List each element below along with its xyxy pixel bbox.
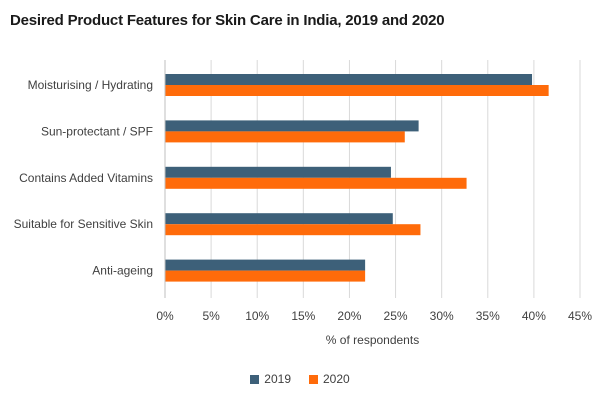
bar-2019-0 (165, 74, 533, 85)
legend-label-2020: 2020 (323, 372, 350, 386)
legend-swatch-2020 (309, 374, 318, 384)
bar-2020-1 (165, 131, 405, 143)
bar-2020-4 (165, 270, 366, 282)
category-label-3: Suitable for Sensitive Skin (14, 217, 153, 231)
chart-title: Desired Product Features for Skin Care i… (10, 12, 445, 29)
x-tick-label-20: 20% (337, 309, 361, 323)
bar-2019-4 (165, 259, 366, 271)
chart-legend: 2019 2020 (0, 372, 600, 386)
category-label-4: Anti-ageing (92, 264, 153, 278)
legend-item-2019: 2019 (250, 372, 291, 386)
x-tick-label-40: 40% (522, 309, 546, 323)
bar-2020-2 (165, 177, 467, 189)
bar-2020-0 (165, 85, 549, 96)
bar-2019-1 (165, 120, 419, 132)
x-tick-label-5: 5% (202, 309, 220, 323)
x-axis-title: % of respondents (326, 333, 419, 347)
x-tick-label-35: 35% (476, 309, 500, 323)
x-tick-label-0: 0% (156, 309, 174, 323)
x-tick-label-25: 25% (384, 309, 408, 323)
x-tick-label-15: 15% (291, 309, 315, 323)
legend-label-2019: 2019 (264, 372, 291, 386)
category-label-2: Contains Added Vitamins (19, 171, 153, 185)
bar-2019-3 (165, 213, 393, 225)
x-tick-label-30: 30% (430, 309, 454, 323)
bar-2020-3 (165, 224, 421, 236)
legend-item-2020: 2020 (309, 372, 350, 386)
x-tick-label-45: 45% (568, 309, 592, 323)
category-label-1: Sun-protectant / SPF (41, 124, 153, 138)
category-label-0: Moisturising / Hydrating (28, 78, 153, 92)
x-tick-label-10: 10% (245, 309, 269, 323)
legend-swatch-2019 (250, 374, 260, 384)
bar-2019-2 (165, 166, 391, 178)
